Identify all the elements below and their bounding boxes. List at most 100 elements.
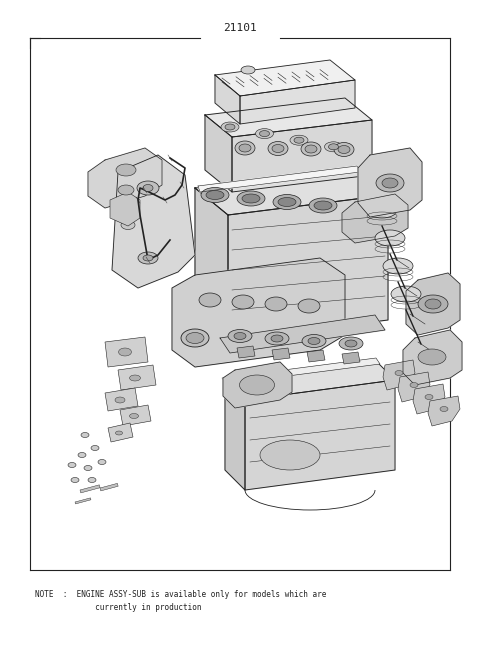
Ellipse shape [418, 349, 446, 365]
Ellipse shape [305, 145, 317, 153]
Polygon shape [215, 75, 240, 124]
Ellipse shape [425, 299, 441, 309]
Ellipse shape [206, 191, 224, 200]
Ellipse shape [255, 129, 274, 139]
Ellipse shape [71, 478, 79, 482]
Ellipse shape [91, 445, 99, 451]
Ellipse shape [328, 144, 338, 150]
Ellipse shape [309, 198, 337, 213]
Polygon shape [225, 380, 245, 490]
Ellipse shape [121, 221, 135, 229]
Ellipse shape [143, 255, 153, 261]
Ellipse shape [78, 453, 86, 457]
Polygon shape [228, 195, 388, 340]
Ellipse shape [376, 174, 404, 192]
Ellipse shape [228, 330, 252, 342]
Polygon shape [342, 194, 408, 243]
Ellipse shape [271, 335, 283, 342]
Ellipse shape [268, 141, 288, 156]
Polygon shape [120, 405, 151, 426]
Polygon shape [205, 98, 372, 137]
Ellipse shape [119, 348, 132, 356]
Polygon shape [220, 315, 385, 353]
Ellipse shape [115, 397, 125, 403]
Ellipse shape [98, 459, 106, 464]
Ellipse shape [314, 201, 332, 210]
Ellipse shape [242, 194, 260, 203]
Ellipse shape [391, 286, 421, 302]
Polygon shape [110, 192, 140, 226]
Ellipse shape [265, 332, 289, 345]
Ellipse shape [137, 181, 159, 195]
Polygon shape [222, 358, 380, 384]
Polygon shape [358, 148, 422, 217]
Text: NOTE  :  ENGINE ASSY-SUB is available only for models which are: NOTE : ENGINE ASSY-SUB is available only… [35, 590, 326, 599]
Polygon shape [198, 166, 360, 192]
Ellipse shape [186, 332, 204, 344]
Ellipse shape [143, 185, 153, 191]
Polygon shape [403, 330, 462, 385]
Ellipse shape [221, 122, 239, 132]
Ellipse shape [239, 144, 251, 152]
Ellipse shape [116, 164, 136, 176]
Ellipse shape [201, 187, 229, 202]
Ellipse shape [294, 137, 304, 143]
Polygon shape [225, 360, 395, 400]
Ellipse shape [395, 371, 403, 376]
Ellipse shape [425, 394, 433, 399]
Ellipse shape [440, 407, 448, 411]
Ellipse shape [225, 124, 235, 130]
Ellipse shape [116, 431, 122, 435]
Ellipse shape [199, 293, 221, 307]
Bar [75, 498, 91, 504]
Ellipse shape [232, 295, 254, 309]
Ellipse shape [130, 413, 139, 419]
Ellipse shape [181, 329, 209, 347]
Ellipse shape [240, 375, 275, 395]
Ellipse shape [278, 198, 296, 206]
Ellipse shape [118, 185, 134, 195]
Polygon shape [105, 337, 148, 367]
Polygon shape [108, 423, 133, 442]
Polygon shape [272, 348, 290, 360]
Ellipse shape [68, 463, 76, 468]
Polygon shape [245, 380, 395, 490]
Ellipse shape [234, 332, 246, 340]
Polygon shape [237, 346, 255, 358]
Polygon shape [240, 80, 355, 124]
Ellipse shape [338, 145, 350, 154]
Polygon shape [112, 155, 195, 288]
Ellipse shape [138, 252, 158, 264]
Polygon shape [342, 352, 360, 364]
Ellipse shape [84, 466, 92, 470]
Polygon shape [118, 365, 156, 390]
Text: 21101: 21101 [223, 23, 257, 33]
Ellipse shape [324, 142, 343, 152]
Ellipse shape [241, 66, 255, 74]
Ellipse shape [345, 340, 357, 347]
Ellipse shape [302, 334, 326, 348]
Polygon shape [413, 384, 445, 414]
Ellipse shape [367, 202, 397, 218]
Ellipse shape [301, 142, 321, 156]
Ellipse shape [375, 230, 405, 246]
Polygon shape [105, 388, 138, 411]
Ellipse shape [418, 295, 448, 313]
Bar [80, 485, 100, 493]
Polygon shape [428, 396, 460, 426]
Polygon shape [307, 350, 325, 362]
Ellipse shape [383, 258, 413, 274]
Polygon shape [205, 115, 232, 192]
Ellipse shape [410, 382, 418, 388]
Bar [100, 484, 118, 491]
Ellipse shape [265, 297, 287, 311]
Ellipse shape [339, 337, 363, 350]
Polygon shape [215, 60, 355, 96]
Ellipse shape [88, 478, 96, 482]
Ellipse shape [130, 375, 141, 381]
Ellipse shape [81, 432, 89, 438]
Ellipse shape [298, 299, 320, 313]
Ellipse shape [382, 178, 398, 188]
Ellipse shape [273, 194, 301, 210]
Polygon shape [232, 120, 372, 192]
